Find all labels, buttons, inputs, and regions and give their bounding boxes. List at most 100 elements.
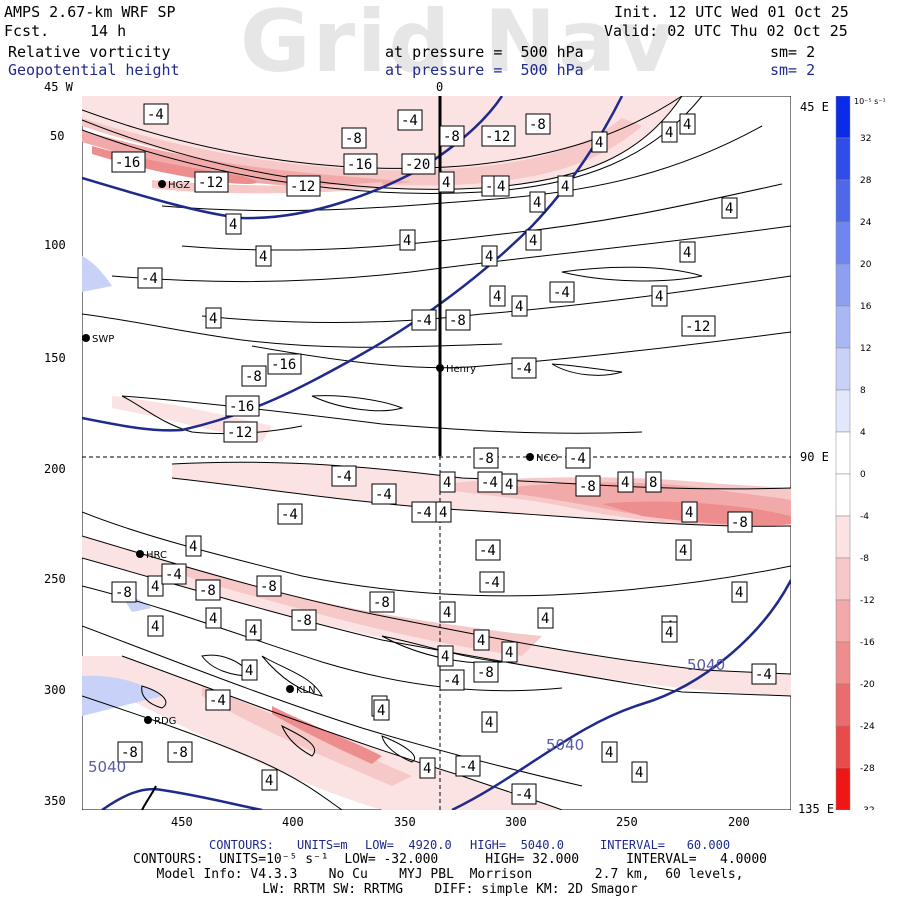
contour-label: 4 — [601, 741, 618, 763]
valid-time: Valid: 02 UTC Thu 02 Oct 25 — [604, 22, 848, 40]
colorbar-label: 28 — [860, 176, 872, 186]
svg-text:-16: -16 — [347, 157, 372, 173]
contour-label: 4 — [473, 629, 490, 651]
svg-text:-4: -4 — [141, 271, 158, 287]
svg-text:-8: -8 — [477, 451, 494, 467]
contour-label: -8 — [525, 113, 551, 135]
contour-label: 4 — [617, 471, 634, 493]
svg-text:-8: -8 — [199, 583, 216, 599]
contour-label: -4 — [137, 267, 163, 289]
contour-label: 4 — [205, 307, 222, 329]
colorbar-label: 12 — [860, 344, 871, 354]
contour-label: -4 — [411, 309, 437, 331]
contour-label: 4 — [185, 535, 202, 557]
svg-text:4: 4 — [735, 585, 743, 601]
footer-height-units: UNITS=m — [297, 838, 348, 852]
station-label: HGZ — [168, 180, 190, 191]
contour-label: 4 — [261, 769, 278, 791]
colorbar-swatch — [835, 431, 851, 475]
station-swp[interactable]: SWP — [82, 334, 114, 345]
station-label: KLN — [296, 685, 316, 696]
svg-text:4: 4 — [635, 765, 643, 781]
svg-text:4: 4 — [515, 299, 523, 315]
y-tick: 300 — [44, 683, 66, 697]
contour-label: 4 — [529, 191, 546, 213]
svg-text:4: 4 — [151, 579, 159, 595]
contour-label: -16 — [267, 353, 302, 375]
footer-vorticity-contours: CONTOURS: UNITS=10⁻⁵ s⁻¹ LOW= -32.000 HI… — [133, 852, 767, 867]
svg-text:4: 4 — [561, 179, 569, 195]
svg-text:-4: -4 — [515, 787, 532, 803]
svg-text:-4: -4 — [481, 475, 498, 491]
contour-label: -8 — [727, 511, 753, 533]
colorbar-swatch — [835, 557, 851, 601]
svg-text:4: 4 — [403, 233, 411, 249]
field2-level: at pressure = 500 hPa — [385, 61, 584, 79]
contour-label: -8 — [575, 475, 601, 497]
svg-text:4: 4 — [541, 611, 549, 627]
x-tick: 300 — [505, 815, 527, 829]
coastline — [141, 785, 157, 810]
svg-text:4: 4 — [441, 649, 449, 665]
init-time: Init. 12 UTC Wed 01 Oct 25 — [614, 3, 849, 21]
x-tick: 400 — [282, 815, 304, 829]
colorbar-label: 8 — [860, 386, 866, 396]
contour-label: 4 — [661, 121, 678, 143]
svg-text:-16: -16 — [229, 399, 254, 415]
svg-text:4: 4 — [529, 233, 537, 249]
contour-label: -4 — [565, 447, 591, 469]
y-tick: 150 — [44, 351, 66, 365]
station-hgz[interactable]: HGZ — [158, 180, 190, 191]
contour-label: -12 — [194, 171, 229, 193]
y-tick: 100 — [44, 238, 66, 252]
svg-text:4: 4 — [679, 543, 687, 559]
contour-label: 4 — [661, 621, 678, 643]
svg-text:4: 4 — [493, 289, 501, 305]
svg-text:4: 4 — [151, 619, 159, 635]
colorbar-label: 0 — [860, 470, 866, 480]
svg-text:4: 4 — [477, 633, 485, 649]
contour-label: -4 — [751, 663, 777, 685]
station-label: Henry — [446, 364, 476, 375]
field2-name: Geopotential height — [8, 61, 180, 79]
height-labels: 5040 5040 5040 — [88, 656, 725, 776]
contour-label: 8 — [645, 471, 662, 493]
svg-text:-4: -4 — [335, 469, 352, 485]
top-axis-label-45w: 45 W — [44, 80, 73, 94]
contour-label: 4 — [255, 245, 272, 267]
svg-text:-8: -8 — [477, 665, 494, 681]
svg-text:-4: -4 — [479, 543, 496, 559]
contour-label: 4 — [675, 539, 692, 561]
footer-physics: LW: RRTM SW: RRTMG DIFF: simple KM: 2D S… — [262, 882, 638, 897]
contour-label: 4 — [501, 641, 518, 663]
contour-label: -4 — [475, 539, 501, 561]
svg-text:-8: -8 — [345, 131, 362, 147]
contour-label: 4 — [373, 699, 390, 721]
svg-text:4: 4 — [209, 311, 217, 327]
svg-text:4: 4 — [377, 703, 385, 719]
field1-name: Relative vorticity — [8, 43, 171, 61]
y-tick: 50 — [50, 129, 65, 143]
vorticity-contours — [82, 96, 791, 810]
svg-text:4: 4 — [249, 623, 257, 639]
colorbar-label: 4 — [860, 428, 866, 438]
svg-text:4: 4 — [259, 249, 267, 265]
colorbar-label: -20 — [860, 680, 875, 690]
station-henry[interactable]: Henry — [436, 364, 476, 375]
contour-label: -4 — [411, 501, 437, 523]
contour-label: -8 — [473, 447, 499, 469]
station-label: SWP — [92, 334, 114, 345]
svg-text:-4: -4 — [483, 575, 500, 591]
svg-text:4: 4 — [485, 249, 493, 265]
contour-label: 4 — [525, 229, 542, 251]
contour-label: -4 — [511, 783, 537, 805]
colorbar-label: 16 — [860, 302, 872, 312]
station-rdg[interactable]: RDG — [144, 716, 176, 727]
contour-label: -4 — [455, 755, 481, 777]
station-kln[interactable]: KLN — [286, 685, 316, 696]
station-hrc[interactable]: HRC — [136, 550, 167, 561]
contour-label: -12 — [286, 175, 321, 197]
height-label: 5040 — [546, 736, 584, 754]
contour-label: 4 — [631, 761, 648, 783]
station-nco[interactable]: NCO — [526, 453, 558, 464]
